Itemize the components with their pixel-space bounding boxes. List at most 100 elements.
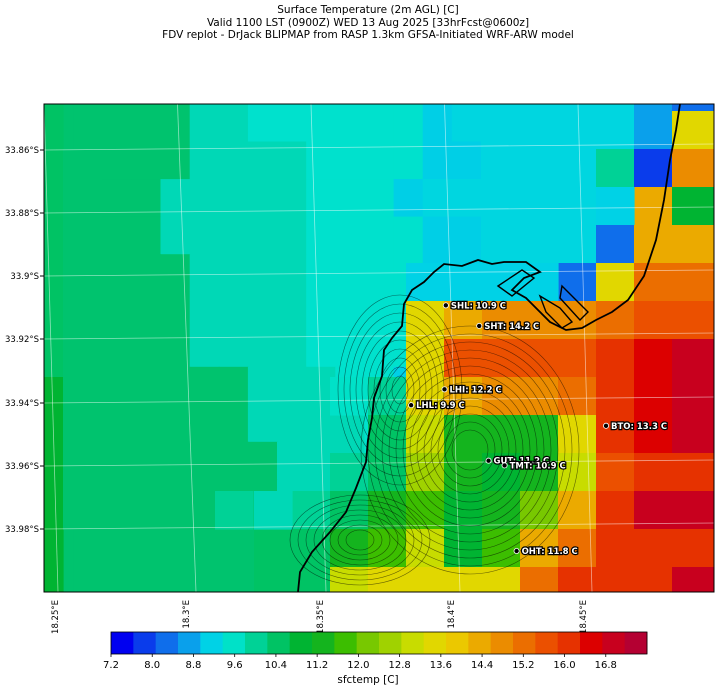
heatmap-cell	[306, 329, 336, 368]
heatmap-cell	[672, 339, 714, 378]
colorbar-tick-label: 8.8	[186, 660, 202, 671]
heatmap-cell	[335, 291, 365, 330]
heatmap-cell	[451, 179, 482, 218]
heatmap-cell	[247, 441, 278, 480]
heatmap-cell	[364, 179, 395, 218]
colorbar-swatch	[490, 632, 514, 654]
heatmap-cell	[73, 554, 103, 592]
contour-line	[402, 373, 538, 527]
station-label: BTO: 13.3 C	[611, 422, 667, 432]
heatmap-cell	[189, 104, 220, 143]
heatmap-cell	[364, 104, 395, 143]
lat-tick-label: 33.86°S	[5, 146, 39, 156]
lat-tick-label: 33.98°S	[5, 525, 39, 535]
lat-tick-label: 33.96°S	[5, 462, 39, 472]
heatmap-cell	[177, 415, 216, 530]
graticule-meridian	[310, 104, 327, 592]
contour-line	[437, 413, 503, 487]
heatmap-cell	[568, 104, 598, 143]
heatmap-cell	[596, 491, 635, 530]
graticule-meridian	[444, 104, 461, 592]
graticule-meridian	[177, 104, 197, 592]
heatmap-cell	[406, 301, 445, 340]
colorbar-swatch	[222, 632, 246, 654]
heatmap-cell	[247, 329, 278, 368]
heatmap-cell	[306, 104, 336, 143]
heatmap-cell	[558, 263, 597, 302]
heatmap-cell	[368, 415, 407, 454]
heatmap-cell	[672, 149, 714, 188]
heatmap-cell	[102, 216, 132, 255]
heatmap-cell	[277, 254, 307, 293]
heatmap-cell	[444, 567, 483, 592]
colorbar-swatch	[155, 632, 179, 654]
harbour-breakwater	[559, 284, 589, 322]
contour-line	[337, 524, 383, 556]
heatmap-cell	[247, 141, 278, 180]
colorbar-swatch	[624, 632, 648, 654]
station-label-halo: SHL: 10.9 C	[451, 301, 506, 311]
heatmap-cell	[568, 179, 598, 218]
heatmap-cell	[510, 179, 540, 218]
chart-title-block: Surface Temperature (2m AGL) [C] Valid 1…	[0, 4, 721, 42]
heatmap-cell	[218, 329, 249, 368]
heatmap-cell	[335, 141, 365, 180]
heatmap-cell	[510, 104, 540, 143]
heatmap-cell	[634, 453, 714, 492]
contour-line	[349, 312, 451, 468]
heatmap-cell	[335, 329, 365, 368]
heatmap-cell	[218, 291, 249, 330]
lon-tick-label: 18.25°E	[51, 600, 61, 634]
heatmap-cell	[481, 216, 511, 255]
heatmap-cell	[422, 141, 453, 180]
heatmap-cell	[481, 179, 511, 218]
colorbar-swatch	[513, 632, 536, 654]
heatmap-cell	[218, 404, 249, 443]
graticule-meridian	[577, 104, 593, 592]
heatmap-cell	[596, 301, 635, 340]
heatmap-cell	[558, 415, 597, 454]
contour-line	[289, 494, 431, 586]
heatmap-cell	[277, 141, 307, 180]
heatmap-cell	[539, 104, 569, 143]
heatmap-cell	[215, 491, 254, 530]
colorbar-swatch	[423, 632, 447, 654]
heatmap-cell	[364, 141, 395, 180]
heatmap-cell	[131, 554, 162, 592]
colorbar-swatch	[178, 632, 201, 654]
title-line-2: Valid 1100 LST (0900Z) WED 13 Aug 2025 […	[206, 16, 530, 29]
map-area	[44, 104, 714, 592]
heatmap-cell	[482, 301, 597, 340]
heatmap-cell	[596, 225, 635, 264]
graticule-parallel	[44, 269, 714, 277]
graticule-parallel	[44, 206, 714, 214]
colorbar-swatch	[245, 632, 268, 654]
contour-line	[343, 303, 457, 477]
station-marker	[408, 402, 415, 409]
colorbar-swatch	[334, 632, 358, 654]
heatmap-cell	[218, 254, 249, 293]
contour-line	[337, 294, 463, 486]
colorbar-tick-label: 8.0	[144, 660, 160, 671]
colorbar-tick-label: 16.8	[595, 660, 617, 671]
station-marker	[485, 457, 492, 464]
heatmap-cell	[160, 329, 191, 368]
station-label-halo: LHL: 9.9 C	[416, 401, 465, 411]
heatmap-cell	[393, 104, 424, 143]
colorbar-swatch	[535, 632, 559, 654]
lon-tick-label: 18.35°E	[316, 600, 326, 634]
colorbar-tick-label: 15.2	[512, 660, 534, 671]
heatmap-cell	[189, 216, 220, 255]
heatmap-cell	[254, 567, 331, 592]
heatmap-cell	[444, 301, 483, 340]
station-label-halo: TMT: 10.9 C	[510, 461, 566, 471]
heatmap-cell	[292, 491, 331, 530]
heatmap-cell	[335, 104, 365, 143]
lon-tick-label: 18.3°E	[182, 600, 192, 629]
heatmap-cell	[131, 179, 162, 218]
heatmap-cell	[247, 254, 278, 293]
heatmap-cell	[672, 567, 714, 592]
contour-line	[409, 381, 531, 519]
heatmap-cell	[672, 111, 714, 150]
